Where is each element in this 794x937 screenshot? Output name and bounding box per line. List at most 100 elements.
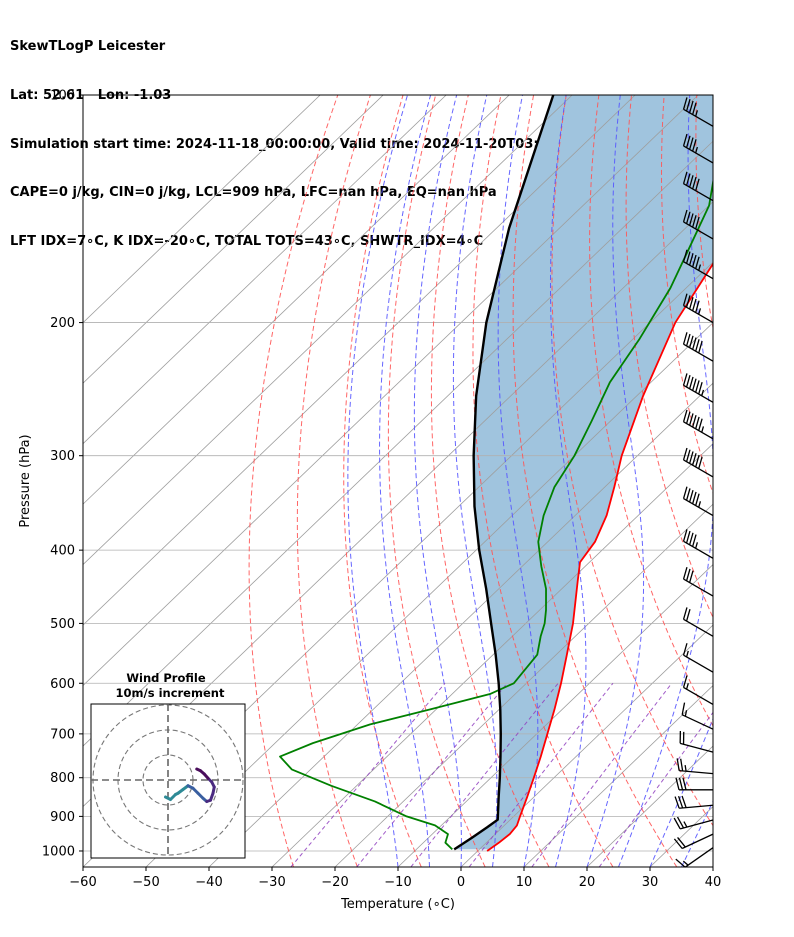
wind-barb (682, 97, 714, 127)
hodograph-plot (91, 704, 245, 858)
mixing-ratio-line (290, 682, 446, 867)
wind-barb (682, 249, 714, 280)
y-tick-label: 500 (50, 617, 75, 632)
wind-barb (682, 566, 714, 597)
chart-title: SkewTLogP Leicester (10, 39, 166, 55)
wind-barb (682, 607, 714, 637)
x-tick-label: −50 (132, 875, 159, 890)
wind-barb (681, 702, 714, 730)
wind-barb (682, 373, 714, 403)
dry-adiabat (512, 95, 678, 867)
parcel-profile (453, 95, 555, 851)
isotherm-line (83, 95, 636, 626)
wind-barb (682, 209, 714, 240)
chart-title-block: SkewTLogP Leicester Lat: 52.61 Lon: -1.0… (10, 7, 603, 266)
isotherm-line (83, 95, 447, 445)
wind-barb (682, 447, 714, 478)
isotherm-line (397, 564, 713, 867)
wind-barb (682, 529, 714, 559)
x-tick-label: 30 (642, 875, 659, 890)
wind-barb (673, 816, 714, 830)
dry-adiabat (387, 95, 486, 867)
x-axis-label: Temperature (∘C) (340, 897, 455, 912)
y-tick-label: 400 (50, 544, 75, 559)
temperature-profile (486, 262, 713, 852)
isotherm-line (145, 322, 713, 867)
dry-adiabat (625, 95, 713, 619)
y-tick-label: 800 (50, 771, 75, 786)
isotherm-line (83, 95, 699, 687)
wind-barb (682, 171, 714, 202)
moist-adiabat (586, 95, 645, 867)
mixing-ratio-line (531, 682, 673, 867)
isotherm-line (334, 503, 713, 867)
x-tick-label: −10 (384, 875, 411, 890)
isotherm-line (271, 443, 713, 867)
wind-barb (682, 675, 714, 706)
moist-adiabat (347, 95, 408, 867)
x-tick-label: −20 (321, 875, 348, 890)
isotherm-line (83, 95, 384, 384)
wind-barb (682, 409, 714, 440)
wind-barb (682, 293, 714, 324)
location-line: Lat: 52.61 Lon: -1.03 (10, 88, 172, 104)
dry-adiabat (343, 95, 422, 867)
isotherm-line (83, 95, 510, 505)
wind-barb (674, 795, 714, 809)
isotherm-line (208, 382, 713, 867)
y-axis-label: Pressure (hPa) (18, 434, 33, 527)
mixing-ratio-line (356, 682, 508, 867)
isotherm-line (712, 866, 713, 867)
dry-adiabat (296, 95, 371, 867)
dry-adiabat (729, 95, 794, 867)
x-tick-label: −60 (69, 875, 96, 890)
moist-adiabat (413, 95, 462, 867)
dry-adiabat (551, 95, 713, 827)
wind-barb (676, 758, 714, 775)
dry-adiabat (762, 95, 794, 867)
hodograph-subtitle: 10m/s increment (116, 686, 225, 700)
y-tick-label: 600 (50, 677, 75, 692)
y-tick-label: 200 (50, 316, 75, 331)
y-tick-label: 700 (50, 727, 75, 742)
wind-barb (675, 847, 714, 868)
y-tick-label: 100 (50, 89, 75, 104)
moist-adiabat (712, 865, 713, 867)
wind-barb (682, 643, 714, 673)
wind-barb (682, 332, 714, 362)
isotherm-line (523, 685, 713, 867)
dry-adiabat (472, 95, 614, 867)
indices-line-1: CAPE=0 j/kg, CIN=0 j/kg, LCL=909 hPa, LF… (10, 185, 497, 201)
isotherm-line (83, 95, 573, 566)
dry-adiabat (248, 95, 339, 867)
y-tick-label: 900 (50, 810, 75, 825)
x-tick-label: −30 (258, 875, 285, 890)
hodograph-title: Wind Profile (126, 671, 206, 685)
plot-frame: −60 −50 −40 −30 −20 −10 0 10 20 30 40 100 200 300 400 5… (18, 89, 721, 913)
mixing-ratio-line (410, 682, 559, 867)
moist-adiabat (549, 95, 587, 867)
moist-adiabat (649, 717, 713, 867)
x-tick-label: 20 (579, 875, 596, 890)
dewpoint-profile (279, 177, 713, 850)
plot-area (83, 95, 794, 867)
wind-barb (682, 486, 714, 517)
cape-cin-shading (454, 95, 713, 850)
y-tick-label: 300 (50, 449, 75, 464)
moist-adiabat (681, 800, 713, 867)
isotherm-line (460, 624, 713, 867)
x-tick-label: 10 (516, 875, 533, 890)
mixing-ratio-line (598, 711, 713, 867)
y-tick-label: 1000 (42, 844, 75, 859)
wind-barb (673, 833, 714, 850)
wind-barb (682, 133, 714, 164)
dry-adiabat (430, 95, 550, 867)
x-tick-label: 0 (457, 875, 465, 890)
wind-barb (679, 730, 714, 753)
x-tick-label: 40 (705, 875, 722, 890)
dry-adiabat (589, 95, 713, 727)
isotherm-line (83, 95, 321, 324)
x-tick-label: −40 (195, 875, 222, 890)
